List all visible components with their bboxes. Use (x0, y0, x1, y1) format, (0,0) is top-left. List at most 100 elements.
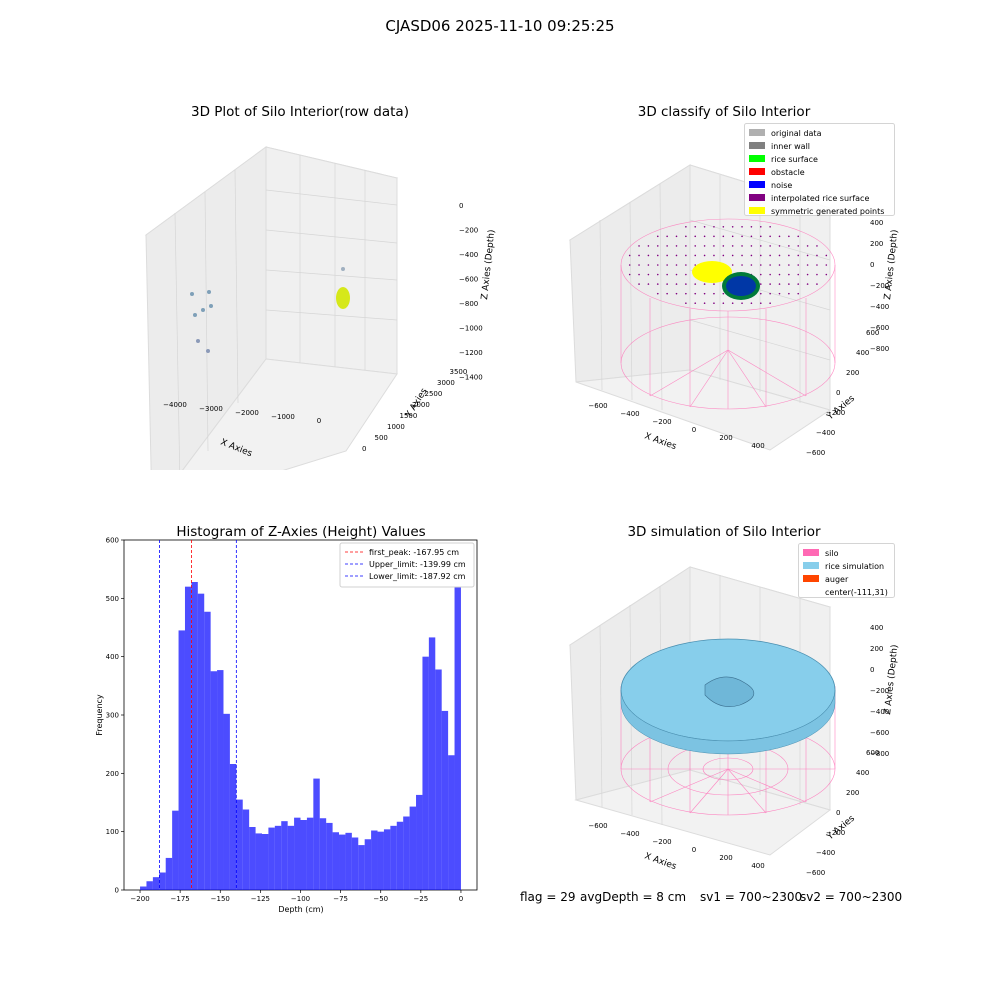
histogram-bar (339, 834, 346, 890)
histogram-bar (435, 669, 442, 890)
x-tick-label: −50 (373, 895, 388, 903)
legend-label: interpolated rice surface (771, 194, 869, 203)
histogram-bar (287, 825, 295, 890)
interpolated-point (656, 254, 659, 257)
interpolated-point (638, 245, 640, 247)
y-tick-label: 600 (866, 749, 879, 757)
histogram-bar (396, 821, 404, 890)
y-tick-label: 600 (866, 329, 879, 337)
interpolated-point (759, 264, 762, 266)
interpolated-point (806, 273, 809, 276)
interpolated-point (778, 245, 781, 247)
histogram-ref-lines (159, 540, 237, 890)
y-tick-label: 200 (846, 369, 859, 377)
histogram-bar (390, 825, 397, 890)
x-tick-label: 400 (751, 442, 764, 450)
classify-legend: original data inner wall rice surface obsta… (744, 123, 895, 216)
simulation-panel-title: 3D simulation of Silo Interior (627, 524, 821, 540)
interpolated-point (759, 292, 762, 295)
simulation-x-ticks: −600 −400 −200 0 200 400 (588, 822, 764, 870)
interpolated-point (731, 225, 734, 228)
interpolated-point (666, 283, 668, 285)
histogram-bar (306, 817, 314, 890)
interpolated-point (647, 283, 650, 285)
interpolated-point (656, 235, 659, 238)
interpolated-point (788, 292, 790, 295)
z-tick-label: −800 (870, 345, 889, 353)
raw-y-ticks: 0 500 1000 1500 2000 2500 3000 3500 (362, 368, 467, 453)
histogram-bar (294, 817, 301, 890)
x-tick-label: −600 (588, 402, 607, 410)
histogram-bar (377, 831, 384, 890)
interpolated-point (713, 254, 715, 257)
legend-swatch (749, 142, 765, 149)
interpolated-point (666, 273, 668, 276)
interpolated-point (769, 283, 771, 285)
z-tick-label: −200 (870, 687, 889, 695)
z-tick-label: −800 (870, 750, 889, 758)
interpolated-point (788, 235, 790, 238)
z-tick-label: −600 (870, 729, 889, 737)
z-tick-label: −800 (459, 300, 478, 308)
interpolated-point (685, 225, 687, 228)
raw-rice-cluster (336, 287, 350, 309)
histogram-bar (383, 829, 391, 890)
interpolated-point (788, 254, 790, 257)
y-tick-label: −200 (826, 409, 845, 417)
raw-z-label: Z Axies (Depth) (480, 229, 497, 300)
interpolated-point (741, 254, 743, 257)
interpolated-point (675, 292, 678, 295)
histogram-bar (146, 881, 153, 890)
interpolated-point (816, 283, 818, 285)
interpolated-point (713, 225, 715, 228)
interpolated-point (816, 273, 818, 276)
y-tick-label: 600 (106, 537, 119, 545)
legend-label: center(-111,31) (825, 588, 888, 597)
x-tick-label: −200 (652, 838, 671, 846)
interpolated-point (806, 245, 809, 247)
y-tick-label: 200 (846, 789, 859, 797)
histogram-bar (364, 839, 372, 890)
interpolated-point (685, 302, 687, 305)
histogram-bar (403, 816, 410, 890)
z-tick-label: −1000 (459, 325, 483, 333)
histogram-bar (358, 845, 365, 890)
classify-z-ticks: 400 200 0 −200 −400 −600 −800 (870, 219, 889, 353)
histogram-bar (242, 809, 250, 890)
y-tick-label: 0 (836, 809, 840, 817)
legend-line-label: Lower_limit: -187.92 cm (369, 572, 466, 581)
histogram-bar (178, 630, 185, 890)
interpolated-point (731, 302, 734, 305)
raw-axes-box (144, 146, 399, 470)
interpolated-point (797, 245, 800, 247)
interpolated-point (778, 273, 781, 276)
raw-scatter-points (190, 267, 345, 353)
x-tick-label: 200 (719, 854, 732, 862)
y-tick-label: 2500 (425, 390, 443, 398)
interpolated-point (750, 235, 753, 238)
interpolated-point (694, 302, 697, 305)
classify-y-ticks: −600 −400 −200 0 200 400 600 (806, 329, 879, 457)
x-tick-label: −400 (620, 410, 639, 418)
y-tick-label: 0 (115, 887, 119, 895)
raw-z-ticks: 0 −200 −400 −600 −800 −1000 −1200 −1400 (459, 202, 483, 382)
interpolated-point (769, 292, 771, 295)
histogram-bar (422, 656, 429, 890)
interpolated-point (685, 254, 687, 257)
histogram-bar (371, 830, 378, 890)
y-tick-label: −200 (826, 829, 845, 837)
interpolated-point (797, 264, 800, 266)
interpolated-point (731, 245, 734, 247)
legend-swatch (803, 549, 819, 556)
histogram-bar (159, 872, 166, 890)
interpolated-point (703, 254, 706, 257)
interpolated-point (778, 235, 781, 238)
figure-title: CJASD06 2025-11-10 09:25:25 (385, 17, 615, 35)
interpolated-point (750, 302, 753, 305)
interpolated-point (806, 283, 809, 285)
histogram-bar (152, 877, 160, 890)
histogram-bars (140, 560, 461, 890)
histogram-bar (191, 582, 198, 890)
y-tick-label: 0 (836, 389, 840, 397)
interpolated-point (722, 292, 725, 295)
